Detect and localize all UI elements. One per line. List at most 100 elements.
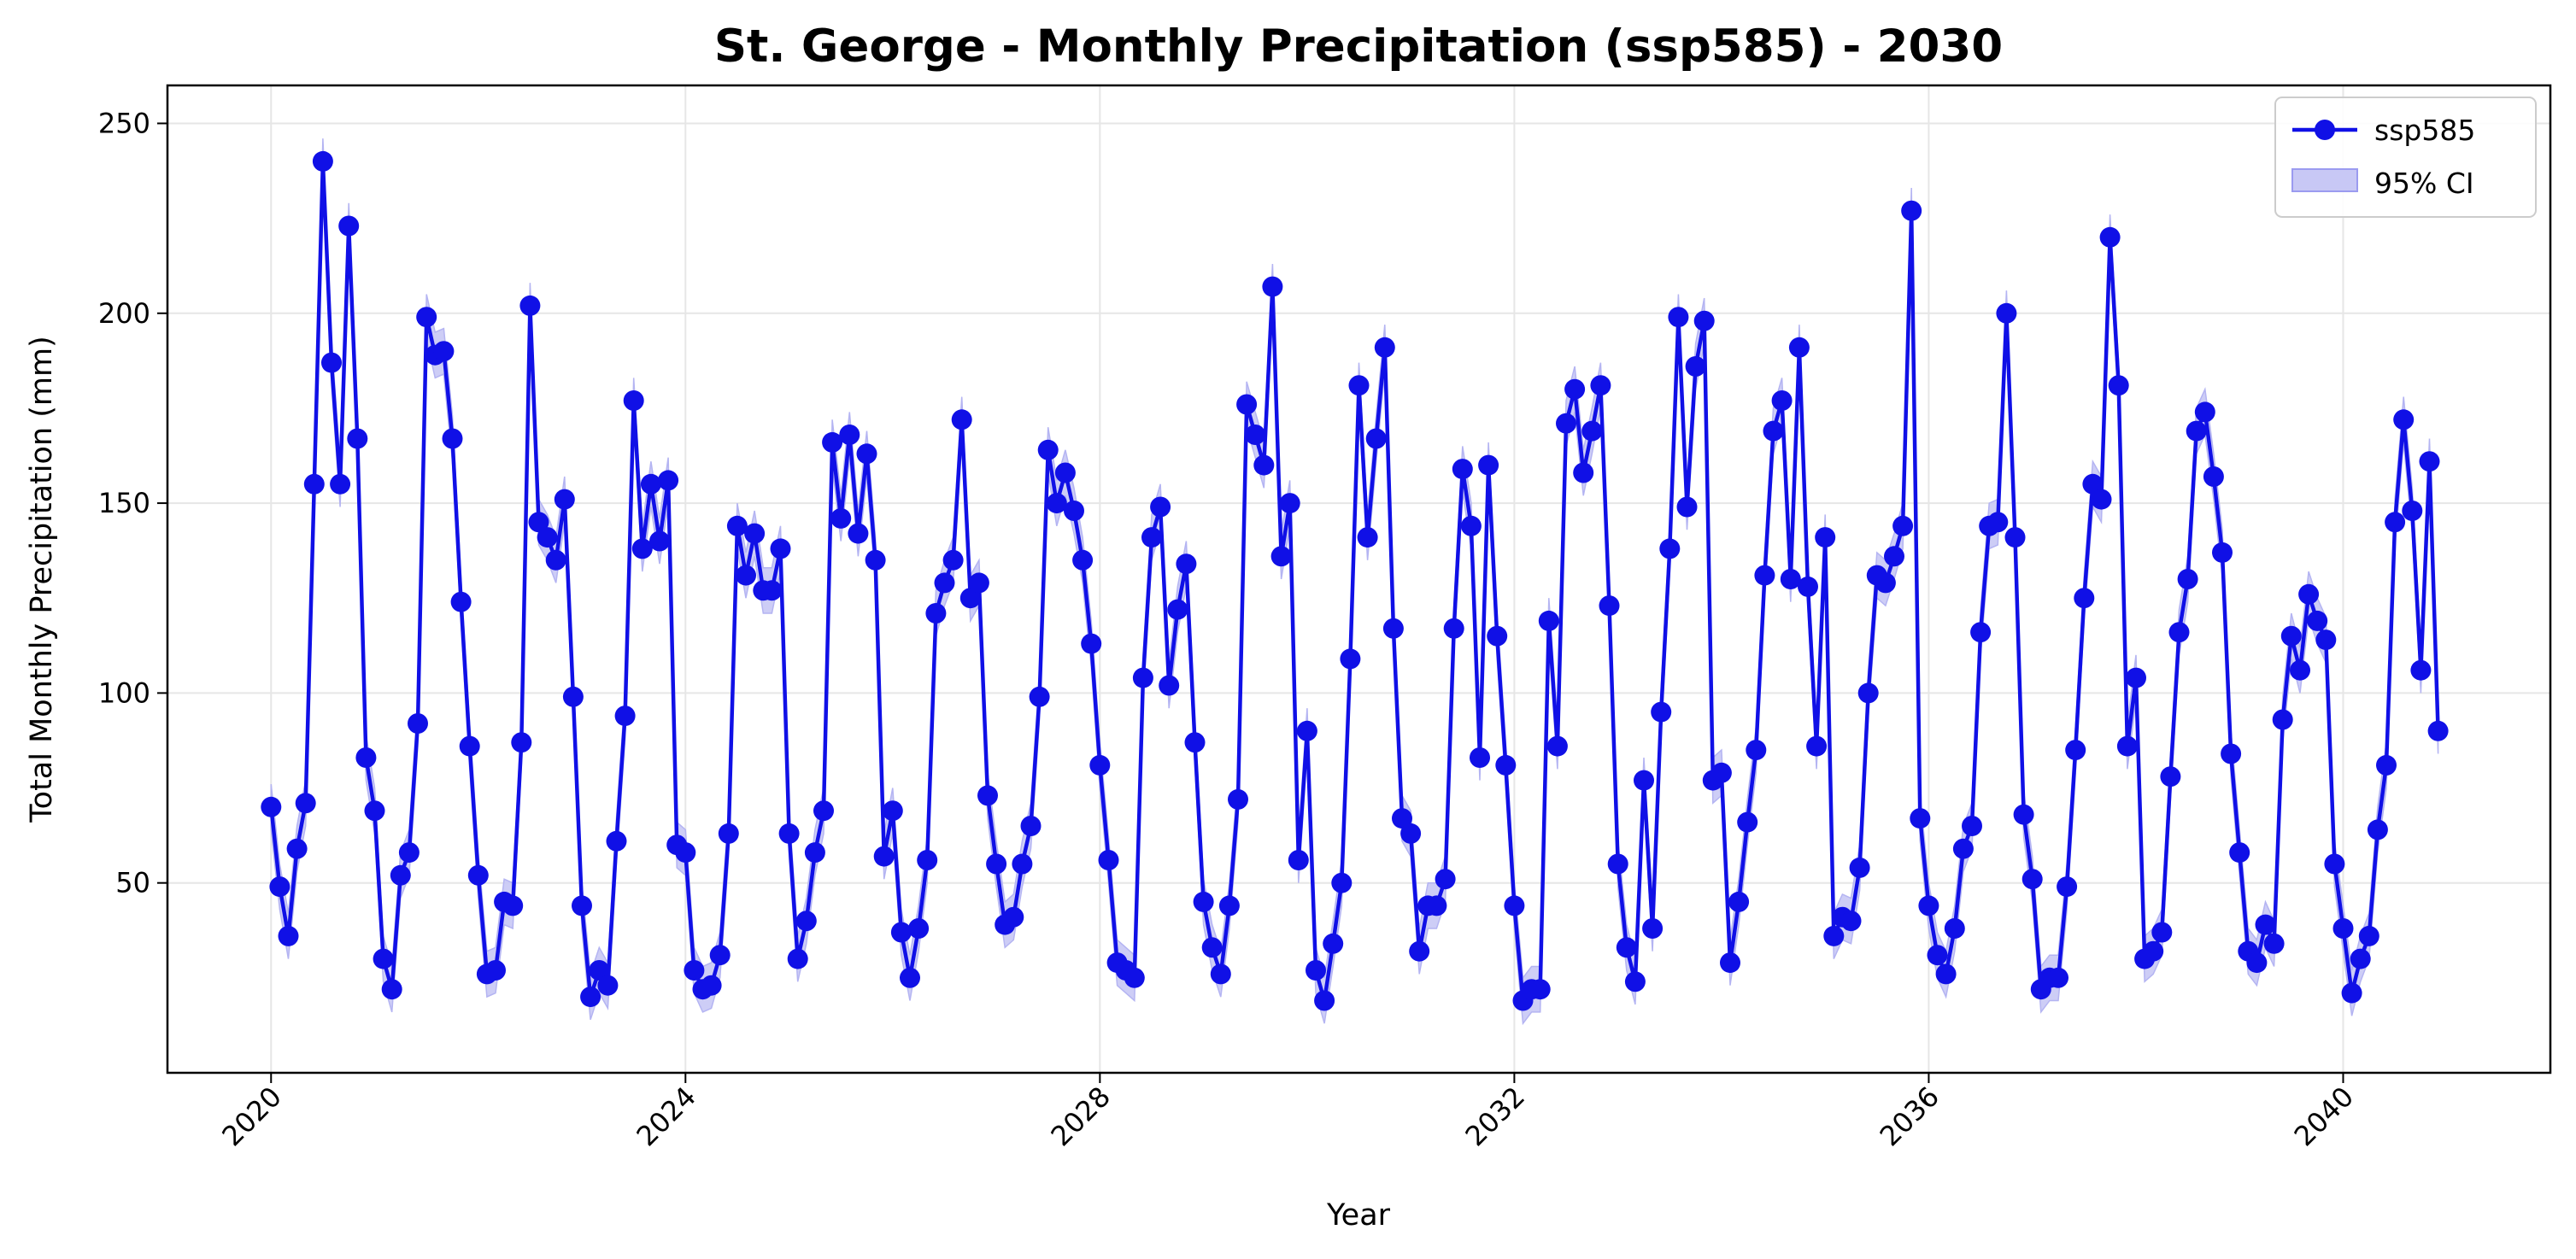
data-point	[1323, 933, 1344, 954]
data-point	[1193, 891, 1214, 912]
data-point	[1478, 454, 1499, 476]
data-point	[986, 853, 1007, 875]
data-point	[1987, 512, 2009, 533]
data-point	[709, 945, 731, 966]
data-point	[1546, 735, 1568, 757]
legend-label-ssp585: ssp585	[2374, 114, 2475, 147]
data-point	[1296, 720, 1317, 741]
legend-label-ci: 95% CI	[2374, 167, 2474, 200]
data-point	[1460, 515, 1482, 536]
data-point	[1218, 895, 1240, 916]
data-point	[2376, 754, 2397, 776]
data-point	[597, 975, 619, 996]
data-point	[519, 295, 541, 316]
data-point	[554, 489, 575, 510]
data-point	[2082, 473, 2104, 495]
data-point	[1435, 869, 1456, 890]
data-point	[1452, 459, 1473, 480]
y-axis: 50 100 150 200 250	[98, 107, 167, 899]
data-point	[1089, 754, 1111, 776]
data-point	[822, 431, 843, 453]
data-point	[1771, 390, 1793, 411]
data-point	[2419, 451, 2440, 472]
data-point	[321, 352, 342, 373]
data-point	[1245, 425, 1266, 445]
data-point	[1132, 667, 1153, 688]
data-point	[2212, 542, 2233, 563]
data-point	[1642, 918, 1664, 939]
data-point	[1607, 853, 1628, 875]
data-point	[1910, 808, 1931, 829]
data-point	[1167, 599, 1188, 620]
data-point	[347, 428, 368, 449]
data-point	[2229, 842, 2250, 864]
data-point	[1072, 549, 1094, 571]
data-point	[873, 846, 895, 867]
data-point	[2280, 625, 2302, 647]
series-line-ssp585	[269, 159, 2440, 1003]
data-point	[511, 732, 532, 753]
data-point	[1487, 625, 1508, 647]
data-point	[2315, 630, 2337, 651]
data-point	[1728, 891, 1750, 912]
data-point	[2307, 610, 2328, 631]
data-point	[459, 735, 480, 757]
y-tick-label: 50	[115, 867, 150, 899]
data-point	[1996, 302, 2017, 324]
data-point	[1815, 527, 1836, 548]
data-point	[1124, 967, 1145, 988]
data-point	[312, 150, 333, 172]
data-point	[1720, 952, 1740, 974]
data-point	[1392, 808, 1412, 829]
data-point	[2332, 918, 2354, 939]
data-point	[865, 549, 886, 571]
data-point	[736, 565, 756, 586]
data-point	[528, 512, 549, 533]
data-point	[1201, 937, 1223, 958]
data-point	[1306, 960, 1326, 981]
data-point	[580, 987, 601, 1008]
data-point	[408, 713, 428, 734]
data-point	[2048, 967, 2068, 988]
data-point	[381, 979, 402, 1000]
data-point	[2255, 914, 2276, 935]
data-point	[744, 523, 766, 544]
y-tick-label: 250	[98, 107, 150, 139]
data-point	[830, 507, 852, 529]
data-point	[2194, 401, 2215, 423]
data-point	[1857, 682, 1879, 704]
data-point	[2358, 925, 2379, 946]
data-point	[1599, 595, 1620, 617]
y-axis-title: Total Monthly Precipitation (mm)	[25, 336, 59, 823]
data-point	[1141, 527, 1162, 548]
data-point	[2143, 940, 2164, 962]
data-point	[2298, 583, 2320, 605]
data-point	[1348, 375, 1370, 396]
data-point	[1538, 610, 1559, 631]
data-point	[1659, 538, 1681, 559]
data-point	[882, 800, 903, 822]
data-point	[2057, 876, 2078, 898]
data-point	[2151, 922, 2173, 943]
data-point	[856, 443, 877, 465]
data-point	[485, 960, 506, 981]
data-point	[1228, 788, 1248, 810]
data-point	[502, 895, 524, 916]
data-point	[1029, 686, 1050, 707]
data-point	[1409, 940, 1430, 962]
data-point	[1624, 971, 1646, 993]
data-point	[718, 823, 739, 844]
data-point	[2091, 489, 2112, 510]
chart-title: St. George - Monthly Precipitation (ssp5…	[714, 20, 2003, 73]
data-point	[1098, 850, 1119, 870]
data-point	[1288, 850, 1309, 870]
data-point	[1590, 375, 1611, 396]
y-tick-label: 100	[98, 676, 150, 709]
data-point	[589, 960, 610, 981]
data-point	[1788, 337, 1810, 358]
data-point	[1763, 420, 1784, 442]
data-point	[330, 473, 351, 495]
data-point	[2108, 375, 2129, 396]
data-point	[416, 307, 437, 328]
